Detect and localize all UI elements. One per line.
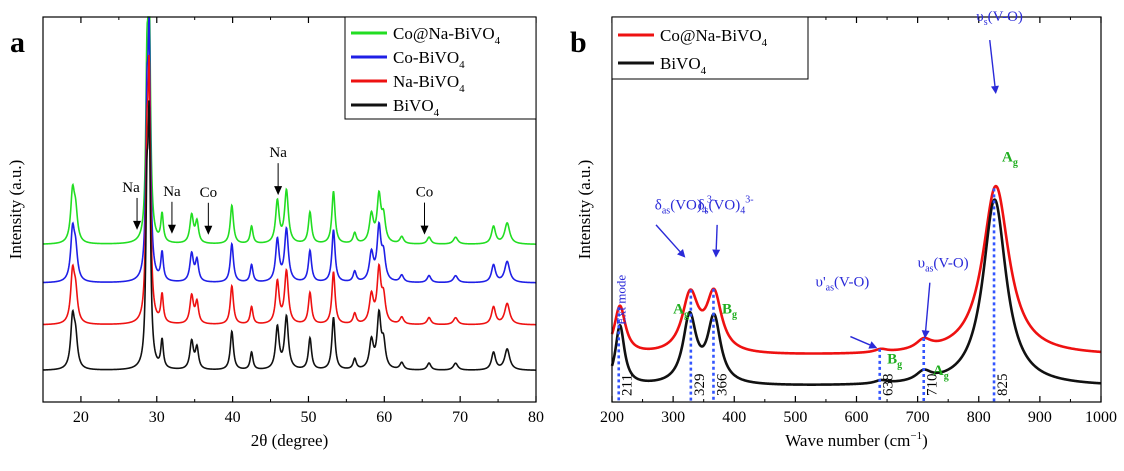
peak-position-label-0: 211 (620, 374, 636, 396)
annotation-2: δs(VO)43- (698, 195, 754, 217)
annotation-arrowhead-0 (677, 248, 686, 258)
x-tick-label-3: 500 (783, 409, 807, 426)
y-axis-label: Intensity (a.u.) (6, 160, 25, 260)
series-line-2 (42, 54, 537, 326)
annotation-10: Ag (1002, 149, 1018, 168)
x-tick-label-6: 800 (967, 409, 991, 426)
series-line-1 (42, 16, 537, 284)
x-tick-label-8: 1000 (1085, 409, 1117, 426)
raman-chart: 200 300 400 500 600 700 800 900 1000 Wave number … (570, 9, 1117, 450)
plot-frame (42, 16, 537, 403)
x-tick-label-2: 400 (722, 409, 746, 426)
x-axis-label: 2θ (degree) (251, 431, 329, 450)
legend-b-label-1: BiVO4 (660, 54, 707, 77)
annotation-arrowhead-2 (868, 341, 878, 349)
series-line-0 (42, 16, 536, 245)
annotation-0: Ext mode (613, 275, 628, 325)
annotation-1: δas(VO)43- (655, 195, 715, 217)
x-tick-label-3: 50 (300, 409, 316, 426)
legend-a-label-2: Na-BiVO4 (393, 72, 465, 95)
annotation-arrow-1 (715, 224, 718, 250)
annotation-arrow-2 (850, 335, 871, 346)
annotation-arrowhead-3 (921, 330, 930, 339)
x-tick-label-5: 700 (906, 409, 930, 426)
peak-label-4: Co (416, 185, 434, 201)
panel-label: a (10, 26, 25, 59)
y-axis-label: Intensity (a.u.) (575, 160, 594, 260)
x-tick-label-4: 60 (376, 409, 392, 426)
annotation-5: υ'as(V-O) (816, 275, 870, 294)
x-tick-label-1: 300 (661, 409, 685, 426)
xrd-chart: 20 30 40 50 60 70 80 2θ (degree) Intensity (a.u.… (6, 16, 544, 450)
annotation-arrowhead-1 (712, 249, 721, 258)
legend-b-box (611, 16, 809, 80)
x-tick-label-4: 600 (845, 409, 869, 426)
peak-arrowhead-0 (133, 220, 142, 230)
peak-arrowhead-4 (420, 225, 429, 235)
peak-arrowhead-1 (167, 224, 176, 234)
peak-arrowhead-2 (204, 225, 213, 235)
series-line-1 (610, 198, 1102, 386)
peak-label-0: Na (122, 180, 140, 196)
annotation-arrow-0 (655, 224, 681, 253)
x-tick-label-0: 200 (600, 409, 624, 426)
peak-label-1: Na (163, 184, 181, 200)
series-line-0 (610, 184, 1102, 355)
peak-label-2: Co (200, 185, 218, 201)
annotation-3: Ag (673, 301, 689, 320)
x-tick-label-5: 70 (452, 409, 468, 426)
annotation-6: Bg (887, 352, 902, 371)
annotation-arrow-4 (989, 40, 996, 87)
peak-position-label-5: 825 (995, 374, 1011, 397)
peak-label-3: Na (269, 145, 287, 161)
x-axis-label: Wave number (cm−1) (785, 430, 928, 450)
legend-a-label-3: BiVO4 (393, 96, 440, 119)
peak-position-label-3: 638 (881, 374, 897, 397)
annotation-arrow-3 (924, 282, 931, 331)
panel-label: b (570, 26, 587, 59)
annotation-8: Ag (933, 363, 949, 382)
x-tick-label-6: 80 (528, 409, 544, 426)
annotation-9: υs(V-O) (976, 9, 1023, 28)
peak-position-label-2: 366 (714, 373, 730, 396)
peak-arrowhead-3 (274, 186, 283, 196)
x-tick-label-7: 900 (1028, 409, 1052, 426)
legend-b-label-0: Co@Na-BiVO4 (660, 26, 768, 49)
annotation-arrowhead-4 (990, 85, 999, 94)
x-tick-label-2: 40 (225, 409, 241, 426)
peak-position-label-4: 710 (925, 374, 941, 397)
x-tick-label-0: 20 (73, 409, 89, 426)
legend-a-label-1: Co-BiVO4 (393, 48, 465, 71)
peak-position-label-1: 329 (692, 374, 708, 397)
legend-a-label-0: Co@Na-BiVO4 (393, 24, 501, 47)
annotation-4: Bg (722, 301, 737, 320)
series-line-3 (42, 100, 537, 371)
x-tick-label-1: 30 (149, 409, 165, 426)
annotation-7: υas(V-O) (918, 255, 969, 274)
